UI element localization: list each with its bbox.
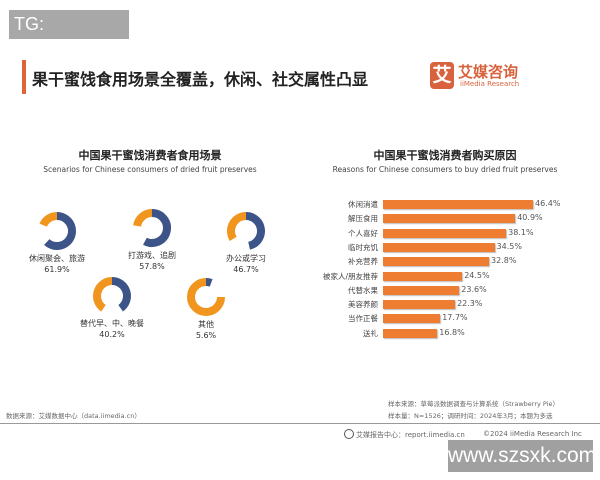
watermark-label: TG: MYYJJPP: [9, 10, 129, 63]
bar: [383, 271, 463, 281]
bar-value-label: 23.6%: [461, 284, 487, 294]
bar: [383, 228, 507, 238]
bar: [383, 242, 495, 252]
bar-category-label: 代替水果: [348, 285, 378, 295]
bar-category-label: 补充营养: [348, 257, 378, 267]
bar: [383, 257, 490, 267]
donut-label: 其他 5.6%: [161, 319, 251, 341]
bar-category-label: 当作正餐: [348, 314, 378, 324]
bar-value-label: 46.4%: [535, 199, 561, 208]
bar-category-label: 解压食用: [348, 214, 378, 224]
bar-chart-title: 中国果干蜜饯消费者购买原因: [373, 149, 517, 162]
bar-category-label: 美容养颜: [348, 300, 378, 310]
bar: [383, 328, 438, 338]
donut-category: 替代早、中、晚餐: [80, 319, 144, 328]
bar: [383, 200, 533, 209]
title-accent-bar: [22, 60, 26, 94]
donut-value: 5.6%: [195, 331, 217, 340]
donut-category: 休闲聚会、旅游: [29, 254, 85, 263]
bar-category-label: 被家人/朋友推荐: [322, 271, 378, 281]
donut-remainder-arc: [93, 277, 113, 312]
bar-value-label: 40.9%: [517, 213, 543, 223]
donut-chart-subtitle: Scenarios for Chinese consumers of dried…: [43, 165, 257, 174]
donut-value: 46.7%: [233, 265, 259, 274]
bar: [383, 285, 460, 295]
donut-remainder-arc: [133, 209, 153, 227]
donut-value: 61.9%: [44, 265, 70, 274]
donut-value: 40.2%: [99, 330, 125, 339]
bar-value-label: 22.3%: [457, 299, 483, 309]
logo-name: 艾媒咨询: [458, 63, 519, 81]
sample-source: 样本来源：草莓派数据调查与计算系统（Strawberry Pie）: [388, 400, 559, 408]
bar-category-label: 临时充饥: [348, 242, 378, 252]
bar-value-label: 17.7%: [442, 313, 468, 323]
donut-value-arc: [205, 278, 213, 287]
footer-divider: [0, 423, 600, 424]
bar-value-label: 38.1%: [508, 227, 534, 237]
bar-value-label: 16.8%: [439, 327, 465, 337]
donut-category: 其他: [198, 320, 214, 329]
donut-value-arc: [44, 212, 76, 250]
bar: [383, 314, 441, 324]
donut-chart-title: 中国果干蜜饯消费者食用场景: [78, 149, 222, 162]
donut-charts: [39, 209, 265, 316]
data-source: 数据来源：艾媒数据中心（data.iimedia.cn）: [6, 412, 141, 420]
donut-remainder-arc: [227, 212, 247, 242]
sample-size: 样本量：N=1526；调研时间：2024年3月；本题为多选: [388, 412, 553, 420]
report-center-icon: [344, 429, 354, 439]
donut-category: 打游戏、追剧: [128, 251, 176, 260]
report-center-link[interactable]: 艾媒报告中心：report.iimedia.cn: [356, 431, 465, 439]
donut-value-arc: [111, 277, 131, 312]
donut-value-arc: [143, 209, 171, 247]
donut-label: 办公或学习 46.7%: [201, 253, 291, 275]
donut-value-arc: [245, 212, 265, 250]
bar-category-label: 个人喜好: [348, 228, 378, 238]
logo-icon: 艾: [430, 62, 454, 89]
donut-category: 办公或学习: [226, 254, 266, 263]
bar-value-label: 32.8%: [491, 256, 517, 266]
donut-label: 替代早、中、晚餐 40.2%: [67, 318, 157, 340]
page-title: 果干蜜饯食用场景全覆盖，休闲、社交属性凸显: [32, 70, 369, 89]
bar-category-label: 送礼: [363, 328, 378, 338]
donut-remainder-arc: [39, 212, 58, 228]
donut-remainder-arc: [187, 278, 225, 316]
copyright: ©2024 iiMedia Research Inc: [483, 430, 582, 438]
donut-label: 打游戏、追剧 57.8%: [107, 250, 197, 272]
watermark-bottom: www.szsxk.com: [448, 440, 596, 472]
bar-value-label: 24.5%: [464, 270, 490, 280]
bar: [383, 214, 516, 224]
bar-chart-subtitle: Reasons for Chinese consumers to buy dri…: [332, 165, 558, 174]
donut-label: 休闲聚会、旅游 61.9%: [12, 253, 102, 275]
donut-value: 57.8%: [139, 262, 165, 271]
bar-category-label: 休闲消遣: [348, 200, 378, 209]
bar-value-label: 34.5%: [496, 241, 522, 251]
bar: [383, 300, 456, 310]
logo-name-en: iiMedia Research: [460, 80, 520, 88]
